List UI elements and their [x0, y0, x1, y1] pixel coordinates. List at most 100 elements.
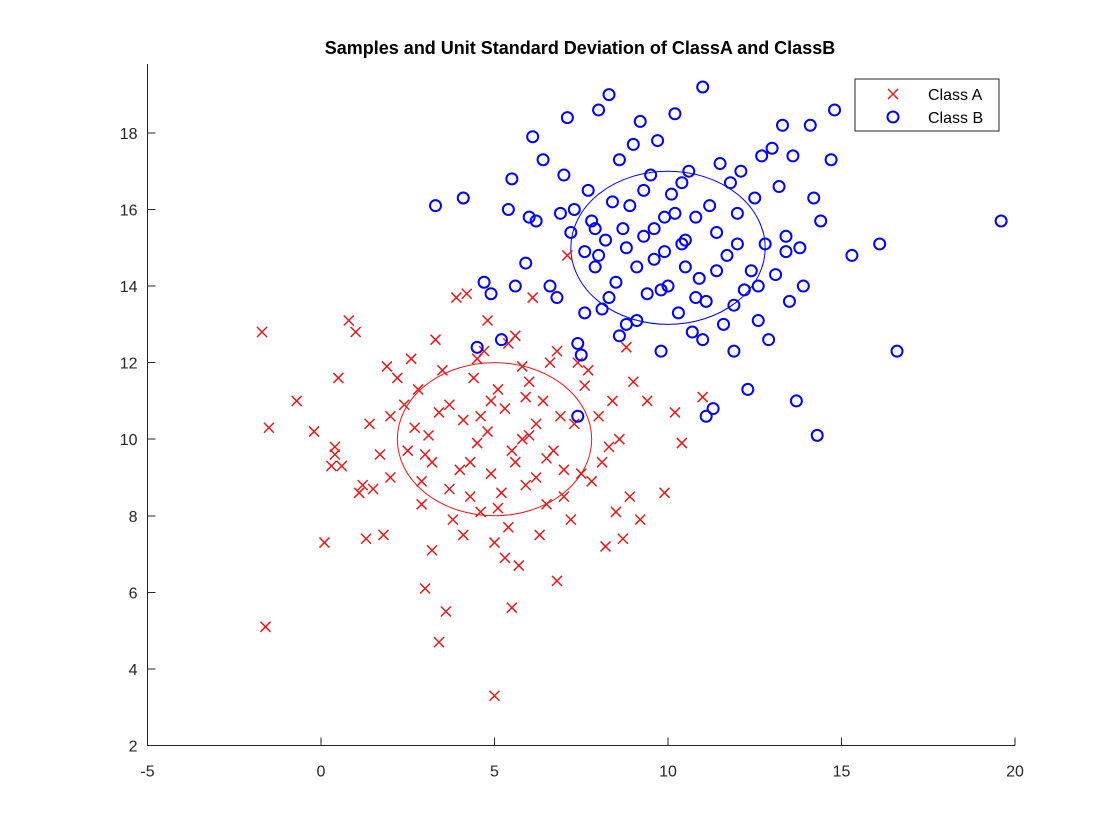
class-b-point	[718, 319, 729, 330]
class-a-point	[552, 346, 562, 356]
class-b-point	[527, 131, 538, 142]
class-b-point	[732, 238, 743, 249]
class-b-point	[503, 204, 514, 215]
class-a-point	[455, 465, 465, 475]
x-tick-label: 5	[490, 764, 499, 781]
class-a-point	[510, 331, 520, 341]
class-b-point	[624, 200, 635, 211]
class-b-point	[579, 246, 590, 257]
class-b-point	[784, 296, 795, 307]
class-b-point	[635, 116, 646, 127]
class-b-point	[638, 185, 649, 196]
class-a-point	[531, 472, 541, 482]
class-a-point	[531, 419, 541, 429]
class-b-point	[735, 166, 746, 177]
class-a-point	[385, 411, 395, 421]
class-a-point	[535, 530, 545, 540]
class-a-point	[618, 534, 628, 544]
y-tick-label: 10	[120, 432, 138, 449]
class-b-point	[545, 281, 556, 292]
class-a-point	[441, 606, 451, 616]
class-b-point	[808, 193, 819, 204]
class-b-point	[551, 292, 562, 303]
class-b-point	[614, 154, 625, 165]
class-a-point	[365, 419, 375, 429]
class-b-point	[739, 284, 750, 295]
class-b-point	[701, 411, 712, 422]
class-b-point	[458, 193, 469, 204]
class-a-point	[607, 396, 617, 406]
legend-label-class-b: Class B	[928, 110, 983, 127]
class-a-point	[552, 576, 562, 586]
y-tick-label: 8	[129, 509, 138, 526]
class-b-point	[638, 231, 649, 242]
class-a-point	[434, 407, 444, 417]
class-b-point	[791, 395, 802, 406]
class-b-point	[787, 150, 798, 161]
class-b-point	[763, 334, 774, 345]
legend-label-class-a: Class A	[928, 87, 983, 104]
class-a-point	[424, 430, 434, 440]
class-b-point	[430, 200, 441, 211]
class-a-point	[264, 423, 274, 433]
class-a-point	[260, 622, 270, 632]
class-b-point	[725, 177, 736, 188]
class-a-point	[503, 522, 513, 532]
x-tick-label: 10	[659, 764, 677, 781]
class-a-point	[611, 507, 621, 517]
class-a-point	[604, 442, 614, 452]
series-class-a	[257, 250, 708, 700]
class-a-point	[483, 316, 493, 326]
class-b-point	[649, 254, 660, 265]
class-b-point	[555, 208, 566, 219]
class-b-point	[666, 189, 677, 200]
class-a-point	[670, 407, 680, 417]
class-a-point	[257, 327, 267, 337]
class-b-point	[701, 296, 712, 307]
class-a-point	[490, 538, 500, 548]
class-b-point	[645, 170, 656, 181]
class-a-point	[635, 515, 645, 525]
class-a-point	[382, 361, 392, 371]
class-b-point	[892, 346, 903, 357]
class-a-point	[392, 373, 402, 383]
class-a-point	[542, 499, 552, 509]
class-a-point	[403, 446, 413, 456]
class-b-point	[593, 250, 604, 261]
class-a-point	[486, 469, 496, 479]
class-a-point	[465, 457, 475, 467]
class-a-point	[621, 342, 631, 352]
y-tick-label: 2	[129, 739, 138, 756]
class-a-point	[625, 492, 635, 502]
class-b-point	[711, 227, 722, 238]
class-b-point	[996, 215, 1007, 226]
class-a-point	[437, 365, 447, 375]
class-b-point	[628, 139, 639, 150]
class-a-point	[538, 396, 548, 406]
y-tick-label: 18	[120, 126, 138, 143]
class-b-point	[479, 277, 490, 288]
class-a-point	[344, 316, 354, 326]
class-b-point	[610, 277, 621, 288]
class-a-point	[490, 691, 500, 701]
class-a-point	[361, 534, 371, 544]
class-b-point	[621, 242, 632, 253]
class-b-point	[558, 170, 569, 181]
class-b-point	[690, 292, 701, 303]
class-b-point	[812, 430, 823, 441]
class-a-point	[576, 469, 586, 479]
class-b-point	[780, 231, 791, 242]
class-a-point	[597, 457, 607, 467]
std-ellipses	[397, 171, 765, 516]
class-a-point	[444, 484, 454, 494]
class-a-point	[417, 499, 427, 509]
class-b-point	[659, 246, 670, 257]
class-b-point	[683, 166, 694, 177]
class-b-point	[538, 154, 549, 165]
class-b-point	[742, 384, 753, 395]
class-a-point	[594, 411, 604, 421]
class-a-point	[319, 538, 329, 548]
class-a-point	[451, 293, 461, 303]
class-a-point	[292, 396, 302, 406]
class-b-point	[604, 89, 615, 100]
